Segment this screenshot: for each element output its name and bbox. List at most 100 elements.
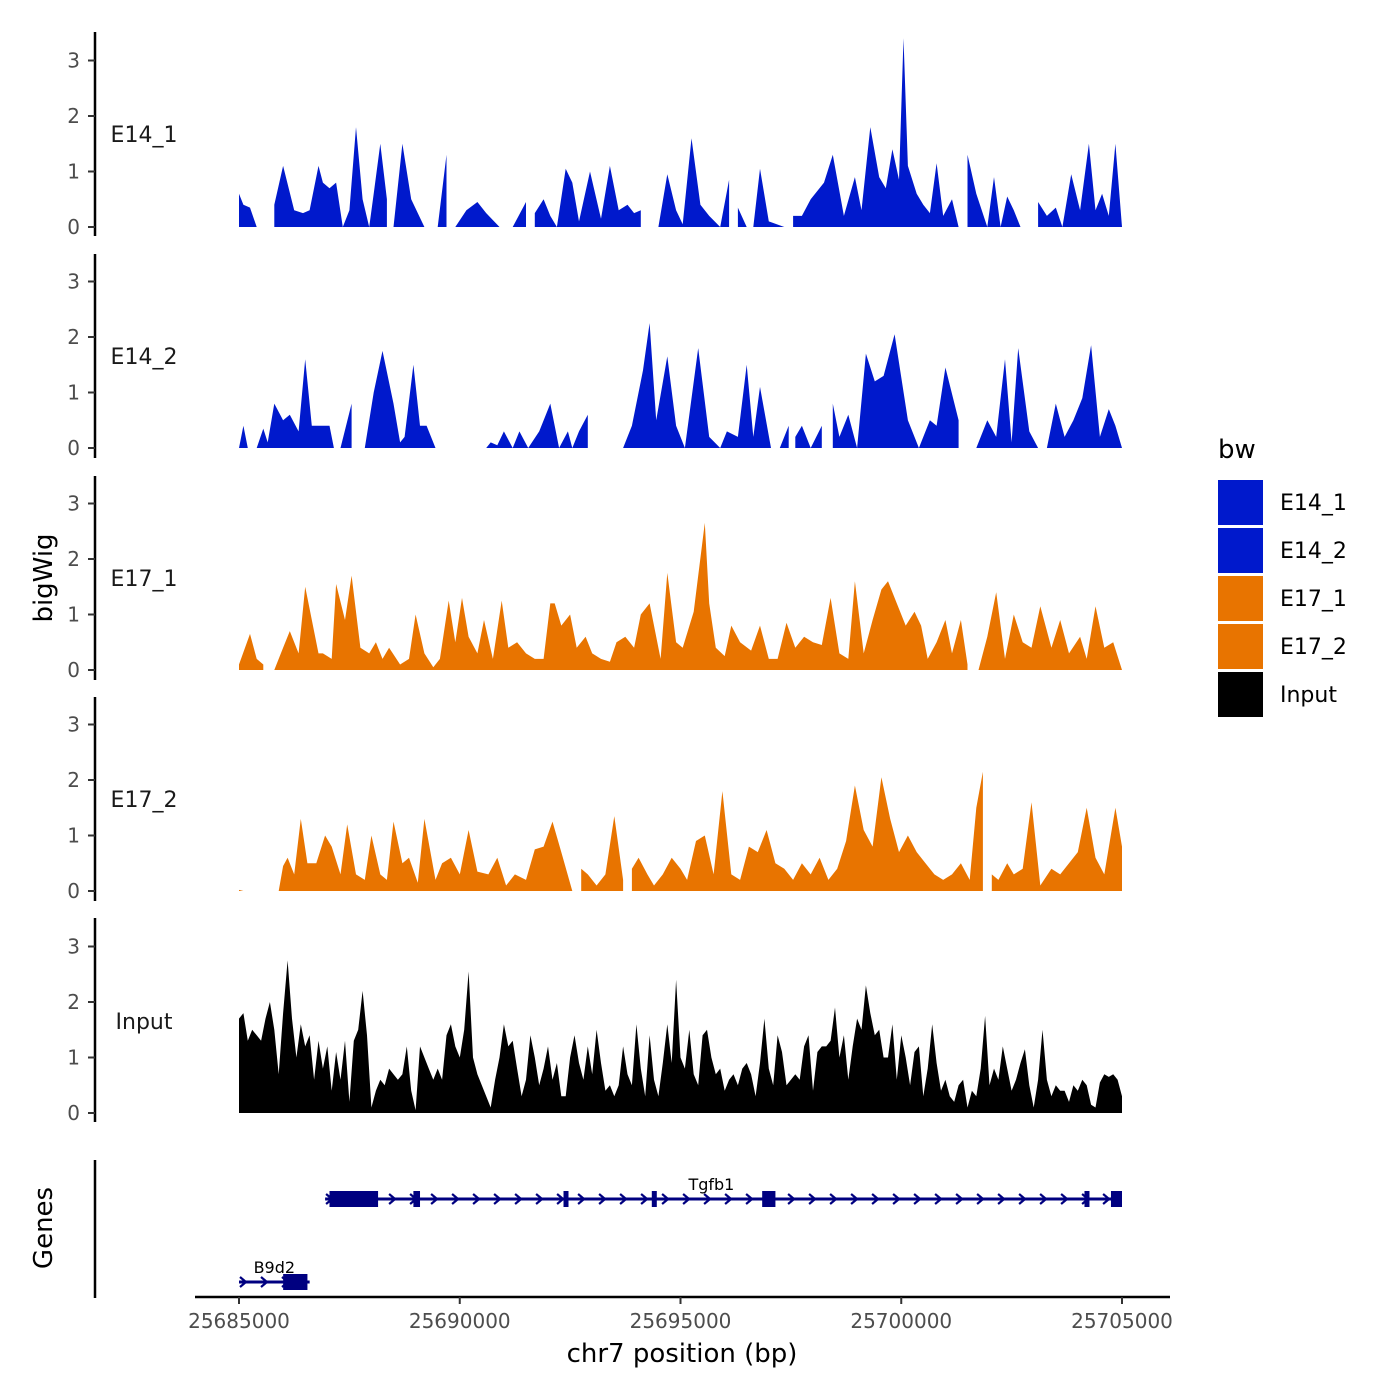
legend-swatch — [1218, 576, 1263, 621]
strand-arrow — [577, 1193, 586, 1205]
gene-B9d2: B9d2 — [239, 1258, 310, 1290]
x-tick-label: 25705000 — [1071, 1309, 1173, 1333]
strand-arrow — [787, 1193, 796, 1205]
strand-arrow — [892, 1193, 901, 1205]
strand-arrow — [535, 1193, 544, 1205]
coverage-area-Input — [239, 960, 1122, 1113]
y-tick-label: 1 — [67, 603, 80, 627]
y-tick-label: 2 — [67, 768, 80, 792]
strand-arrow — [430, 1193, 439, 1205]
strand-arrow — [871, 1193, 880, 1205]
coverage-area-E17_1 — [239, 522, 1122, 670]
exon — [651, 1191, 657, 1207]
strand-arrow — [598, 1193, 607, 1205]
legend-swatch — [1218, 672, 1263, 717]
strand-arrow — [260, 1276, 269, 1288]
legend-item-E14_2: E14_2 — [1218, 528, 1347, 573]
strand-arrow — [556, 1193, 565, 1205]
y-tick-label: 2 — [67, 104, 80, 128]
track-E17_1: 0 1 2 3 E17_1 — [67, 476, 1122, 682]
strand-arrow — [472, 1193, 481, 1205]
y-axis-title: bigWig — [29, 533, 59, 622]
strand-arrow — [640, 1193, 649, 1205]
strand-arrow — [913, 1193, 922, 1205]
legend-title: bw — [1218, 435, 1256, 465]
y-tick-label: 3 — [67, 713, 80, 737]
strand-arrow — [703, 1193, 712, 1205]
x-tick-label: 25700000 — [850, 1309, 952, 1333]
exon — [1084, 1191, 1090, 1207]
legend-label: E14_1 — [1280, 491, 1347, 516]
strand-arrow — [661, 1193, 670, 1205]
legend-swatch — [1218, 624, 1263, 669]
y-tick-label: 3 — [67, 49, 80, 73]
x-tick-label: 25695000 — [630, 1309, 732, 1333]
strand-arrow — [1060, 1193, 1069, 1205]
y-tick-label: 0 — [67, 1101, 80, 1125]
y-tick-label: 3 — [67, 492, 80, 516]
strand-arrow — [955, 1193, 964, 1205]
x-tick-label: 25690000 — [409, 1309, 511, 1333]
legend: bw E14_1 E14_2 E17_1 E17_2 Input — [1218, 435, 1347, 717]
y-tick-label: 2 — [67, 547, 80, 571]
strand-arrow — [682, 1193, 691, 1205]
legend-label: E17_1 — [1280, 587, 1347, 612]
exon — [413, 1191, 421, 1207]
gene-label: B9d2 — [254, 1258, 296, 1277]
strand-arrow — [514, 1193, 523, 1205]
coverage-area-E14_1 — [239, 38, 1122, 227]
y-tick-label: 2 — [67, 990, 80, 1014]
coverage-area-E14_2 — [239, 323, 1122, 448]
track-Input: 0 1 2 3 Input — [67, 918, 1122, 1125]
y-tick-label: 1 — [67, 1046, 80, 1070]
exon — [563, 1191, 569, 1207]
y-tick-label: 0 — [67, 879, 80, 903]
strand-arrow — [1018, 1193, 1027, 1205]
legend-label: Input — [1280, 683, 1337, 708]
y-tick-label: 1 — [67, 824, 80, 848]
strand-arrow — [976, 1193, 985, 1205]
y-tick-label: 3 — [67, 935, 80, 959]
track-label: E14_1 — [111, 123, 178, 148]
exon — [283, 1274, 308, 1290]
strand-arrow — [619, 1193, 628, 1205]
track-E14_1: 0 1 2 3 E14_1 — [67, 32, 1122, 239]
legend-swatch — [1218, 480, 1263, 525]
strand-arrow — [451, 1193, 460, 1205]
y-tick-label: 1 — [67, 160, 80, 184]
strand-arrow — [850, 1193, 859, 1205]
strand-arrow — [724, 1193, 733, 1205]
x-tick-label: 25685000 — [188, 1309, 290, 1333]
gene-Tgfb1: Tgfb1 — [325, 1175, 1122, 1207]
track-E14_2: 0 1 2 3 E14_2 — [67, 254, 1122, 460]
x-axis: 25685000 25690000 25695000 25700000 25705000 — [188, 1295, 1173, 1333]
coverage-area-E17_2 — [239, 771, 1122, 891]
strand-arrow — [239, 1276, 248, 1288]
strand-arrow — [934, 1193, 943, 1205]
genes-layer: Tgfb1 B9d2 — [93, 1160, 1122, 1298]
tracks-layer: 0 1 2 3 E14_1 0 1 2 3 E14_2 0 1 2 3 E17_1 0 1 2 3 E17_2 0 1 2 3… — [67, 32, 1122, 1125]
strand-arrow — [493, 1193, 502, 1205]
legend-label: E17_2 — [1280, 635, 1347, 660]
x-axis-title: chr7 position (bp) — [567, 1339, 798, 1369]
strand-arrow — [829, 1193, 838, 1205]
genes-axis-title: Genes — [29, 1187, 59, 1269]
track-label: E14_2 — [111, 345, 178, 370]
exon — [762, 1191, 776, 1207]
y-tick-label: 2 — [67, 325, 80, 349]
strand-arrow — [808, 1193, 817, 1205]
legend-label: E14_2 — [1280, 539, 1347, 564]
y-tick-label: 0 — [67, 436, 80, 460]
track-label: E17_1 — [111, 567, 178, 592]
y-tick-label: 0 — [67, 215, 80, 239]
legend-swatch — [1218, 528, 1263, 573]
legend-item-Input: Input — [1218, 672, 1337, 717]
strand-arrow — [745, 1193, 754, 1205]
legend-item-E17_1: E17_1 — [1218, 576, 1347, 621]
strand-arrow — [388, 1193, 397, 1205]
y-tick-label: 0 — [67, 658, 80, 682]
legend-item-E14_1: E14_1 — [1218, 480, 1347, 525]
track-label: Input — [116, 1010, 173, 1035]
